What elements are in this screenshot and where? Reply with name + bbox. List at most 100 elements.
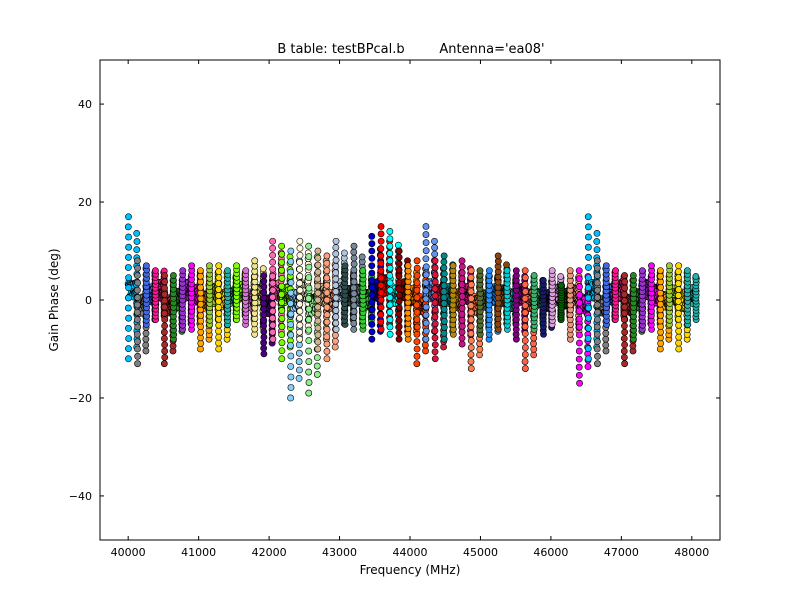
data-point	[576, 323, 583, 331]
data-point	[386, 279, 394, 287]
data-point	[134, 264, 142, 272]
data-point	[125, 324, 132, 332]
y-tick-label: −20	[69, 392, 92, 405]
data-point	[521, 288, 529, 296]
data-point	[413, 345, 421, 353]
data-point	[386, 286, 394, 294]
data-point	[557, 273, 565, 280]
data-point	[476, 340, 484, 348]
data-point	[629, 272, 637, 279]
data-point	[675, 286, 683, 293]
data-point	[621, 360, 629, 368]
data-point	[278, 291, 286, 298]
data-point	[296, 251, 304, 259]
data-point	[386, 308, 394, 316]
data-point	[593, 264, 601, 272]
data-point	[648, 262, 655, 270]
data-point	[530, 334, 538, 342]
data-point	[476, 345, 484, 353]
data-point	[368, 321, 376, 328]
data-point	[521, 358, 529, 365]
data-point	[161, 303, 168, 311]
data-point	[350, 320, 358, 327]
data-point	[692, 273, 700, 280]
data-point	[305, 347, 313, 355]
data-point	[305, 295, 313, 303]
data-point	[395, 304, 403, 312]
data-point	[287, 373, 295, 381]
data-point	[521, 274, 529, 282]
data-points	[124, 213, 700, 402]
data-point	[620, 291, 628, 298]
data-point	[467, 309, 475, 316]
data-point	[377, 259, 385, 267]
data-point	[395, 316, 403, 324]
data-point	[585, 274, 592, 282]
data-point	[269, 251, 277, 259]
data-point	[287, 258, 295, 265]
data-point	[621, 278, 629, 286]
data-point	[358, 253, 366, 261]
y-tick-label: 40	[78, 98, 92, 111]
data-point	[269, 265, 277, 273]
data-point	[260, 294, 268, 302]
data-point	[377, 274, 385, 282]
data-point	[197, 328, 205, 336]
data-point	[305, 274, 313, 282]
data-point	[521, 267, 529, 275]
data-point	[269, 279, 277, 287]
data-point	[133, 330, 141, 338]
data-point	[431, 320, 439, 328]
data-point	[287, 289, 295, 297]
data-point	[134, 345, 141, 353]
data-point	[197, 339, 205, 347]
data-point	[341, 249, 348, 257]
data-point	[287, 247, 295, 255]
data-point	[521, 316, 529, 323]
data-point	[467, 267, 475, 275]
data-point	[350, 260, 358, 268]
data-point	[323, 355, 331, 363]
data-point	[422, 247, 430, 255]
data-point	[377, 325, 385, 333]
data-point	[296, 314, 304, 322]
data-point	[594, 308, 602, 316]
data-point	[675, 309, 682, 317]
data-point	[188, 262, 196, 270]
data-point	[133, 238, 141, 245]
data-point	[134, 360, 141, 368]
data-point	[395, 253, 403, 261]
data-point	[269, 328, 277, 336]
data-point	[215, 280, 222, 287]
data-point	[332, 269, 340, 277]
data-point	[413, 330, 421, 338]
data-point	[323, 333, 331, 341]
data-point	[332, 307, 340, 314]
data-point	[657, 278, 664, 286]
data-point	[331, 343, 339, 351]
data-point	[142, 341, 150, 349]
data-point	[395, 241, 402, 249]
data-point	[215, 262, 223, 270]
data-point	[134, 279, 142, 287]
data-point	[125, 345, 132, 353]
data-point	[503, 261, 510, 269]
data-point	[584, 355, 592, 363]
data-point	[458, 287, 466, 294]
data-point	[666, 262, 673, 270]
data-point	[458, 340, 466, 348]
data-point	[386, 323, 394, 331]
data-point	[621, 303, 628, 311]
data-point	[440, 276, 448, 284]
data-point	[431, 264, 439, 272]
data-point	[133, 272, 141, 279]
data-point	[278, 250, 286, 258]
data-point	[124, 264, 132, 271]
data-point	[575, 307, 583, 315]
data-point	[585, 264, 592, 271]
data-point	[377, 223, 385, 230]
data-point	[521, 281, 529, 289]
data-point	[160, 360, 168, 368]
data-point	[422, 335, 430, 343]
data-point	[431, 299, 439, 307]
